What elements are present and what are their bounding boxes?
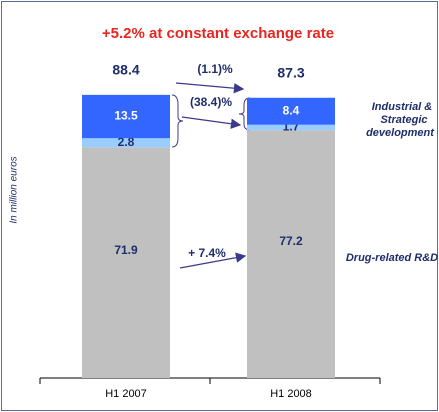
brace bbox=[171, 94, 184, 148]
bar-segment bbox=[247, 97, 335, 125]
annotation: (38.4)% bbox=[190, 95, 232, 109]
bar-segment bbox=[82, 94, 170, 139]
x-tick-label: H1 2008 bbox=[270, 388, 312, 400]
total-label: 88.4 bbox=[112, 62, 139, 78]
value-label: 13.5 bbox=[114, 109, 138, 123]
bar-segment bbox=[82, 138, 170, 148]
arrow bbox=[175, 82, 245, 94]
total-label: 87.3 bbox=[277, 64, 304, 80]
annotation: (1.1)% bbox=[197, 62, 233, 76]
chart-title: +5.2% at constant exchange rate bbox=[102, 25, 334, 42]
bar-segment bbox=[247, 130, 335, 378]
arrow bbox=[179, 252, 247, 269]
value-label: 8.4 bbox=[283, 103, 300, 117]
value-label: 2.8 bbox=[118, 135, 135, 149]
side-label: Industrial & bbox=[372, 101, 433, 113]
side-label: development bbox=[366, 127, 435, 139]
brace bbox=[238, 97, 251, 131]
bar-segment bbox=[82, 147, 170, 378]
y-axis-label: In million euros bbox=[9, 156, 20, 223]
bar-segment bbox=[247, 124, 335, 131]
side-label: Strategic bbox=[380, 114, 427, 126]
value-label: 77.2 bbox=[279, 234, 303, 248]
arrow bbox=[181, 116, 242, 129]
x-tick-label: H1 2007 bbox=[105, 388, 147, 400]
side-label: Drug-related R&D bbox=[346, 252, 438, 264]
annotation: + 7.4% bbox=[188, 246, 226, 260]
value-label: 71.9 bbox=[114, 243, 138, 257]
